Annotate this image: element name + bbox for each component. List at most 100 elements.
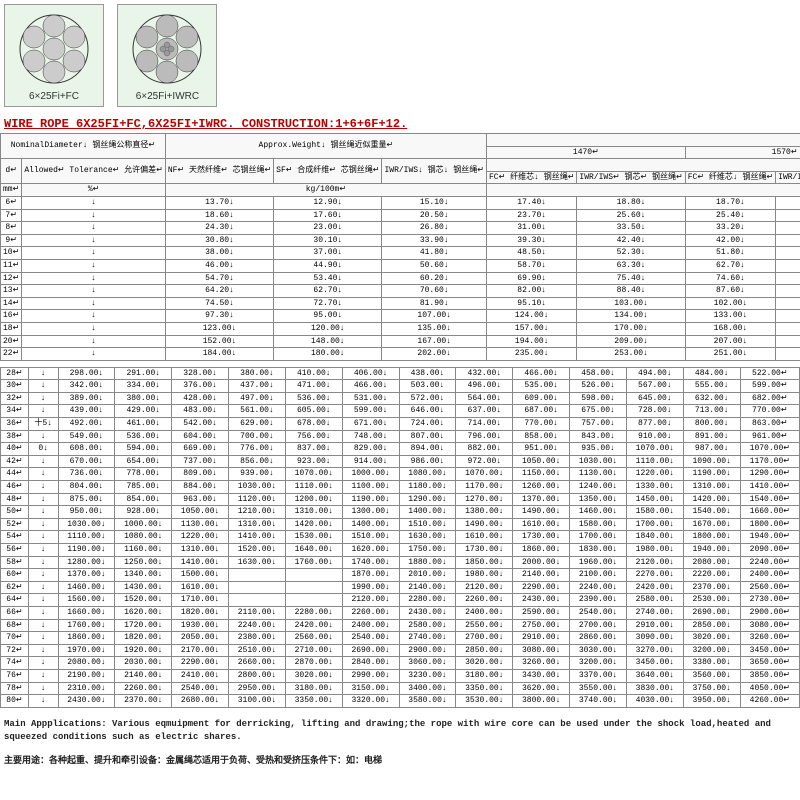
table-cell: 1000.00↓ (115, 518, 172, 531)
table-cell: 224.00↓ (776, 335, 800, 348)
table-cell: 1800.00↓ (683, 531, 740, 544)
table-cell: 1840.00↓ (626, 531, 683, 544)
table-cell: 1980.00↓ (626, 544, 683, 557)
table-cell: 939.00↓ (229, 468, 286, 481)
table-cell: 1450.00↓ (626, 493, 683, 506)
table-cell: 3850.00↵ (740, 669, 799, 682)
table-cell: 40↵ (1, 443, 29, 456)
table-cell (285, 569, 342, 582)
table-cell: 629.00↓ (229, 418, 286, 431)
table-cell: 64.20↓ (165, 285, 273, 298)
table-cell: 1610.00↓ (456, 531, 513, 544)
table-cell: 328.00↓ (172, 367, 229, 380)
table-cell: 2420.00↓ (285, 619, 342, 632)
table-cell: 24.30↓ (165, 222, 273, 235)
table-cell: 157.00↓ (486, 322, 576, 335)
table-cell: 2400.00↓ (456, 606, 513, 619)
table-cell: 2400.00↓ (342, 619, 399, 632)
table-cell: 1300.00↓ (342, 506, 399, 519)
table-cell: 28↵ (1, 367, 29, 380)
table-cell: 1370.00↓ (58, 569, 115, 582)
table-cell: 2540.00↓ (570, 606, 627, 619)
table-cell: 561.00↓ (229, 405, 286, 418)
table-cell: 1050.00↓ (513, 455, 570, 468)
table-cell: 12.90↓ (274, 196, 382, 209)
table-cell: 1400.00↓ (342, 518, 399, 531)
table-cell: ↓ (28, 594, 58, 607)
table-cell: 1290.00↓ (399, 493, 456, 506)
table-cell: 605.00↓ (285, 405, 342, 418)
table-cell: 51.80↓ (685, 247, 775, 260)
table-cell: 62.70↓ (685, 259, 775, 272)
table-cell: ↓ (22, 234, 166, 247)
table-cell: 52↵ (1, 518, 29, 531)
table-cell: ↓ (28, 695, 58, 708)
table-cell: 376.00↓ (172, 380, 229, 393)
table-cell: 471.00↓ (285, 380, 342, 393)
hdr-fc1: FC↵ 纤维芯↓ 钢丝绳↵ (486, 171, 576, 184)
table-cell: 3400.00↓ (399, 682, 456, 695)
table-cell: 2370.00↓ (683, 581, 740, 594)
table-cell: 1710.00↓ (172, 594, 229, 607)
table-cell: 483.00↓ (172, 405, 229, 418)
table-cell: 3370.00↓ (570, 669, 627, 682)
table-cell: 466.00↓ (513, 367, 570, 380)
table-cell: 1800.00↵ (740, 518, 799, 531)
table-cell: ↓ (28, 644, 58, 657)
table-cell: 1760.00↓ (58, 619, 115, 632)
table-cell: 207.00↓ (685, 335, 775, 348)
table-cell: 56↵ (1, 544, 29, 557)
table-cell: 81.90↓ (382, 297, 487, 310)
table-cell: 987.00↓ (683, 443, 740, 456)
table-cell: 809.00↓ (172, 468, 229, 481)
table-cell: 2580.00↓ (399, 619, 456, 632)
table-cell: ↓ (22, 348, 166, 361)
table-cell: 17.60↓ (274, 209, 382, 222)
table-cell: 1310.00↓ (285, 506, 342, 519)
table-cell: 599.00↵ (740, 380, 799, 393)
table-cell: 1070.00↓ (285, 468, 342, 481)
table-cell: 4030.00↓ (626, 695, 683, 708)
table-cell: 1030.00↓ (570, 455, 627, 468)
table-cell: 42.00↓ (685, 234, 775, 247)
table-cell: 194.00↓ (486, 335, 576, 348)
footer-zh: 主要用途：各种起重、提升和牵引设备：金属绳芯适用于负荷、受热和受挤压条件下：如：… (4, 755, 796, 769)
table-cell: 961.00↵ (740, 430, 799, 443)
table-cell: 1400.00↓ (399, 506, 456, 519)
table-cell: 50↵ (1, 506, 29, 519)
table-cell: 682.00↵ (740, 392, 799, 405)
table-cell: 143.00↓ (776, 310, 800, 323)
table-cell: ↓ (28, 619, 58, 632)
table-cell: 3030.00↓ (570, 644, 627, 657)
table-cell: 770.00↵ (740, 405, 799, 418)
table-cell: 522.00↵ (740, 367, 799, 380)
table-cell: 1080.00↓ (399, 468, 456, 481)
table-cell: 678.00↓ (285, 418, 342, 431)
table-cell: 十5↓ (28, 418, 58, 431)
table-cell: 492.00↓ (58, 418, 115, 431)
table-cell: 843.00↓ (570, 430, 627, 443)
table-cell: 2540.00↓ (172, 682, 229, 695)
table-cell: 70.60↓ (382, 285, 487, 298)
table-cell (229, 569, 286, 582)
table-cell: 1130.00↓ (570, 468, 627, 481)
table-cell: 95.10↓ (486, 297, 576, 310)
table-cell: 2850.00↓ (683, 619, 740, 632)
table-cell: 67.60↓ (776, 259, 800, 272)
table-cell: 74.50↓ (165, 297, 273, 310)
table-cell: 1380.00↓ (456, 506, 513, 519)
table-cell: 0↓ (28, 443, 58, 456)
table-cell: 389.00↓ (58, 392, 115, 405)
table-cell: 884.00↓ (172, 481, 229, 494)
table-cell: 103.00↓ (577, 297, 685, 310)
table-cell: 2260.00↓ (342, 606, 399, 619)
table-cell: 60.20↓ (382, 272, 487, 285)
table-cell: 1190.00↓ (342, 493, 399, 506)
table-cell: ↓ (28, 669, 58, 682)
table-cell: 1290.00↵ (740, 468, 799, 481)
table-cell: 3380.00↓ (683, 657, 740, 670)
hdr-iws2: IWR/IWS↵ 钢芯↵ 钢丝绳↵ (776, 171, 800, 184)
table-cell: 1220.00↓ (172, 531, 229, 544)
table-cell: 2700.00↓ (456, 632, 513, 645)
table-cell: 60↵ (1, 569, 29, 582)
